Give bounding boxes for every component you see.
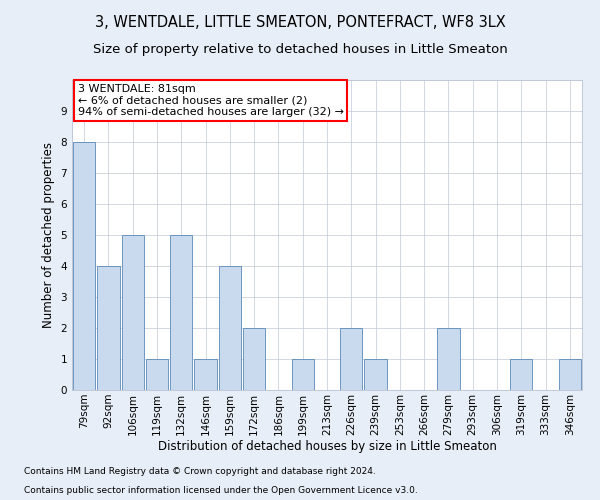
Y-axis label: Number of detached properties: Number of detached properties	[42, 142, 55, 328]
Bar	[559, 359, 581, 390]
Bar	[146, 359, 168, 390]
Bar	[73, 142, 95, 390]
Bar	[122, 235, 144, 390]
X-axis label: Distribution of detached houses by size in Little Smeaton: Distribution of detached houses by size …	[158, 440, 496, 454]
Text: Contains public sector information licensed under the Open Government Licence v3: Contains public sector information licen…	[24, 486, 418, 495]
Bar	[364, 359, 387, 390]
Text: 3 WENTDALE: 81sqm
← 6% of detached houses are smaller (2)
94% of semi-detached h: 3 WENTDALE: 81sqm ← 6% of detached house…	[77, 84, 344, 117]
Bar	[510, 359, 532, 390]
Bar	[243, 328, 265, 390]
Bar	[194, 359, 217, 390]
Bar	[340, 328, 362, 390]
Bar	[97, 266, 119, 390]
Bar	[437, 328, 460, 390]
Text: Size of property relative to detached houses in Little Smeaton: Size of property relative to detached ho…	[92, 42, 508, 56]
Bar	[170, 235, 193, 390]
Text: Contains HM Land Registry data © Crown copyright and database right 2024.: Contains HM Land Registry data © Crown c…	[24, 467, 376, 476]
Bar	[218, 266, 241, 390]
Text: 3, WENTDALE, LITTLE SMEATON, PONTEFRACT, WF8 3LX: 3, WENTDALE, LITTLE SMEATON, PONTEFRACT,…	[95, 15, 505, 30]
Bar	[292, 359, 314, 390]
